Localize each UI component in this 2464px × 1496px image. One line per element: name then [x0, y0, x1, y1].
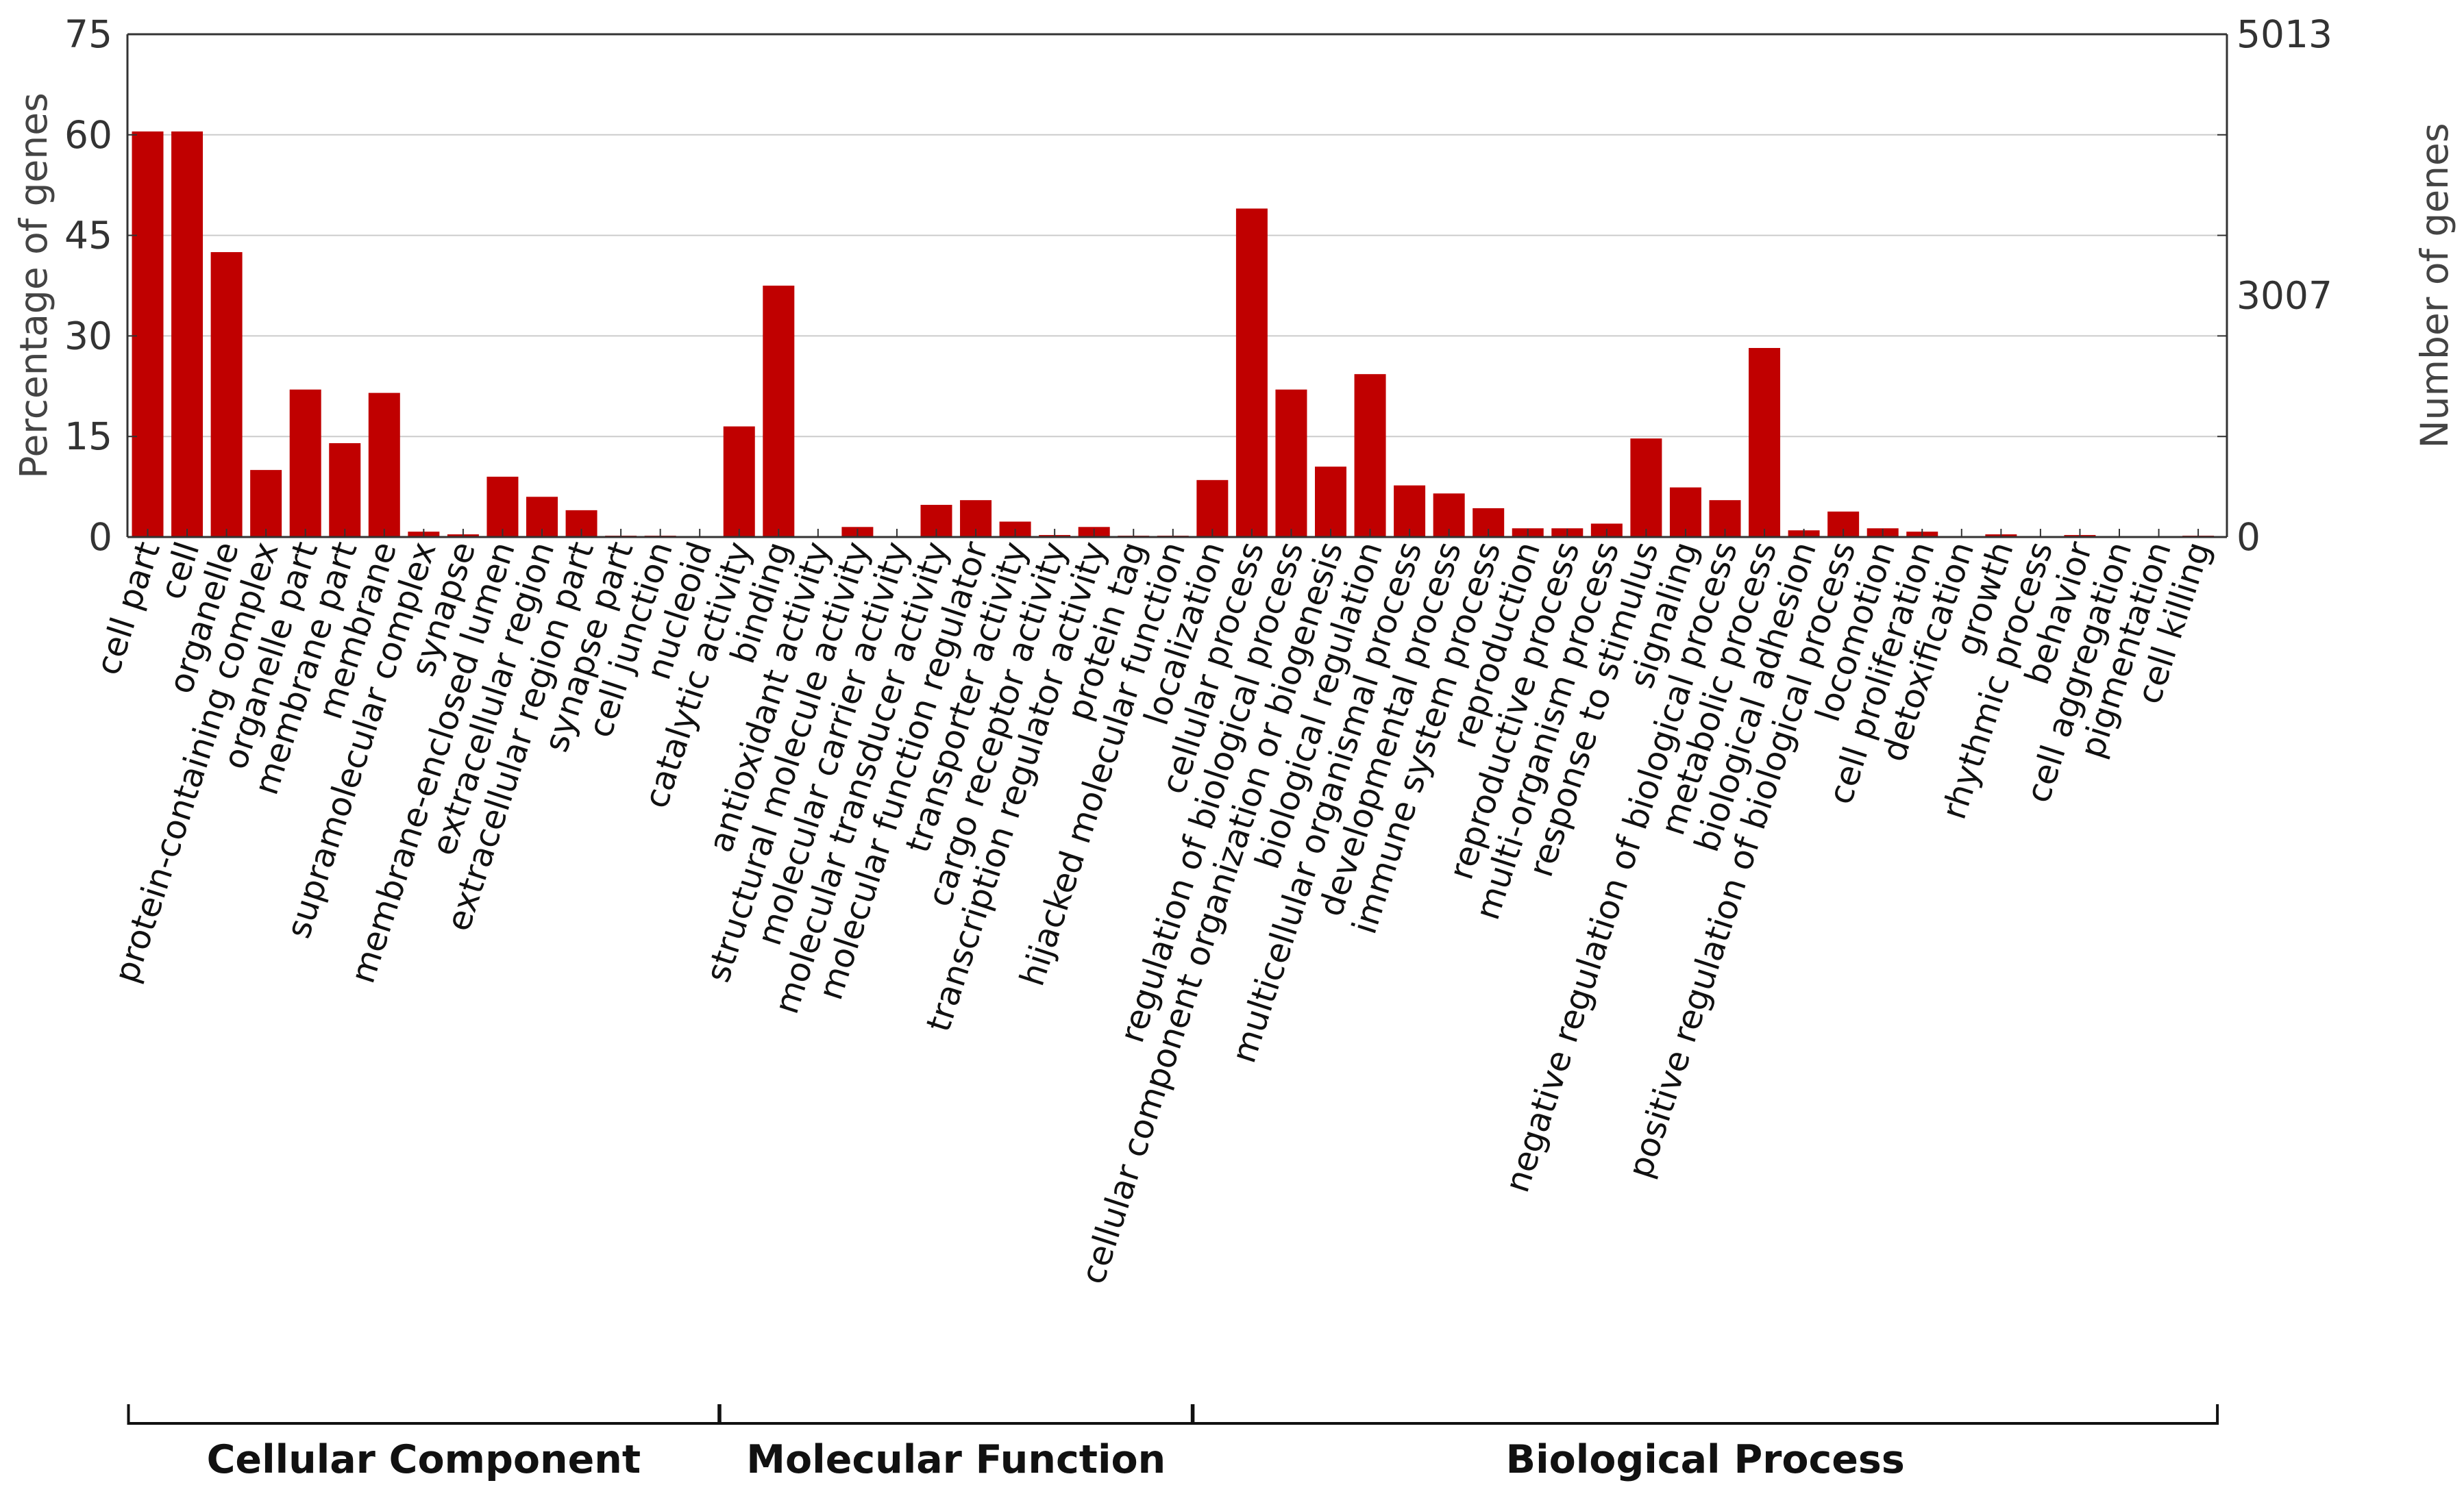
- y-tick-label: 60: [64, 113, 112, 157]
- category-labels: cell partcellorganelleprotein-containing…: [88, 529, 2219, 1288]
- category-groups: Cellular Component Molecular Function Biol…: [127, 1404, 2219, 1482]
- y-tick-label: 30: [64, 314, 112, 358]
- bar: [1669, 487, 1701, 537]
- right-tick-label: 3007: [2237, 274, 2332, 318]
- bar: [132, 131, 164, 537]
- bar: [1749, 348, 1781, 537]
- y-axis-title-left: Percentage of genes: [12, 92, 56, 478]
- group-bracket: [718, 1404, 1194, 1425]
- axes: [126, 33, 2228, 538]
- bar: [1630, 438, 1662, 537]
- right-tick-label: 5013: [2237, 12, 2332, 56]
- bars: [132, 131, 2215, 537]
- right-tick-labels: 0 3007 5013: [2237, 12, 2332, 559]
- bar: [289, 389, 321, 537]
- left-tick-labels: 0 15 30 45 60 75: [64, 12, 2227, 559]
- group-label: Molecular Function: [746, 1437, 1166, 1482]
- group-label: Cellular Component: [207, 1437, 641, 1482]
- y-tick-label: 75: [64, 12, 112, 56]
- bar: [210, 252, 243, 537]
- bar: [368, 392, 400, 537]
- bar: [1354, 374, 1386, 537]
- bar: [486, 476, 519, 537]
- group-bracket: [1192, 1404, 2219, 1425]
- gridlines: [127, 134, 2227, 438]
- bar: [1394, 485, 1426, 537]
- bar: [329, 442, 361, 537]
- group-bracket: [127, 1404, 721, 1425]
- bar: [1196, 479, 1229, 537]
- bar: [1275, 389, 1307, 537]
- bar: [171, 131, 204, 537]
- y-tick-label: 15: [64, 414, 112, 458]
- group-label: Biological Process: [1506, 1437, 1905, 1482]
- bar: [763, 286, 795, 537]
- y-axis-title-right: Number of genes: [2413, 123, 2456, 448]
- bar: [723, 426, 755, 537]
- y-tick-label: 45: [64, 214, 112, 258]
- y-tick-label: 0: [88, 515, 112, 559]
- right-tick-label: 0: [2237, 515, 2260, 559]
- bar: [1315, 466, 1346, 537]
- bar: [1235, 208, 1268, 537]
- bar: [250, 470, 282, 537]
